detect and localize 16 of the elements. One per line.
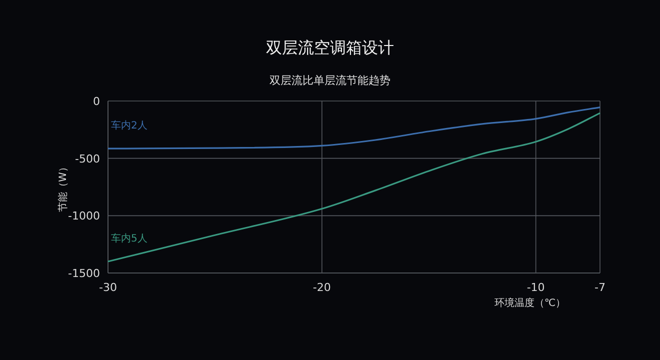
x-tick-label: -30: [99, 281, 117, 294]
x-tick-label: -20: [312, 281, 331, 294]
y-tick-label: -1000: [68, 210, 100, 223]
y-tick-label: 0: [93, 95, 100, 108]
line-series: [107, 112, 601, 262]
x-tick-label: -10: [526, 281, 545, 294]
series-label: 车内2人: [111, 120, 148, 132]
chart-subtitle: 双层流比单层流节能趋势: [270, 74, 390, 87]
x-tick-label: -7: [594, 281, 606, 294]
y-tick-label: -500: [75, 152, 100, 166]
x-axis-title: 环境温度（℃）: [494, 297, 566, 309]
y-axis-title: 节能（W）: [57, 162, 69, 212]
chart-title: 双层流空调箱设计: [266, 38, 394, 57]
line-series: [107, 106, 601, 150]
y-tick-label: -1500: [68, 267, 100, 280]
series-label: 车内5人: [111, 232, 148, 245]
